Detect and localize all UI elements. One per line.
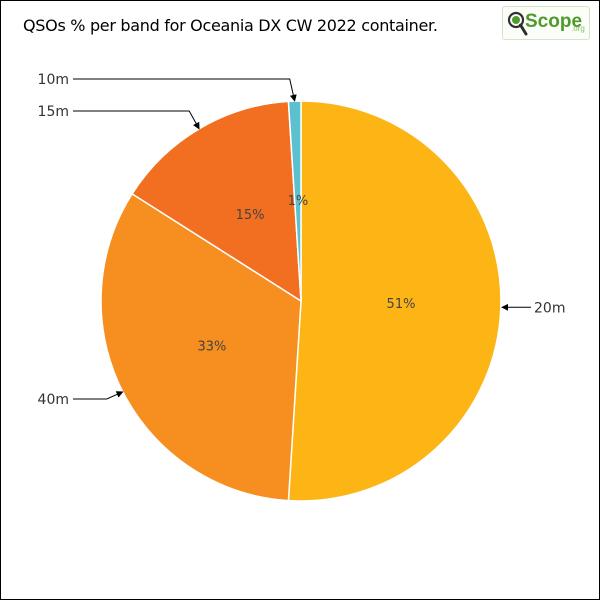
band-label-10m: 10m <box>38 72 69 88</box>
leader-line-40m <box>73 391 124 400</box>
magnifier-q-icon <box>507 11 528 36</box>
band-label-15m: 15m <box>38 104 69 120</box>
band-label-40m: 40m <box>38 392 69 408</box>
pie-value-labels: 51% 33% 15% 1% <box>197 194 415 354</box>
slice-value-label-10m: 1% <box>288 194 309 209</box>
band-label-20m: 20m <box>534 300 565 316</box>
pie-slices <box>100 100 502 502</box>
slice-value-label-15m: 15% <box>236 208 265 223</box>
logo-word: Scope <box>525 11 583 32</box>
slice-value-label-20m: 51% <box>387 297 416 312</box>
chart-title: QSOs % per band for Oceania DX CW 2022 c… <box>23 16 438 35</box>
logo-suffix: .org <box>571 24 585 33</box>
pie-slice-20m <box>287 100 502 502</box>
pie-leaders: 10m 15m 40m 20m <box>38 72 566 408</box>
leader-line-10m <box>73 78 297 102</box>
slice-value-label-40m: 33% <box>197 339 226 354</box>
leader-line-15m <box>73 110 200 130</box>
qscope-logo: Scope .org <box>502 6 590 40</box>
